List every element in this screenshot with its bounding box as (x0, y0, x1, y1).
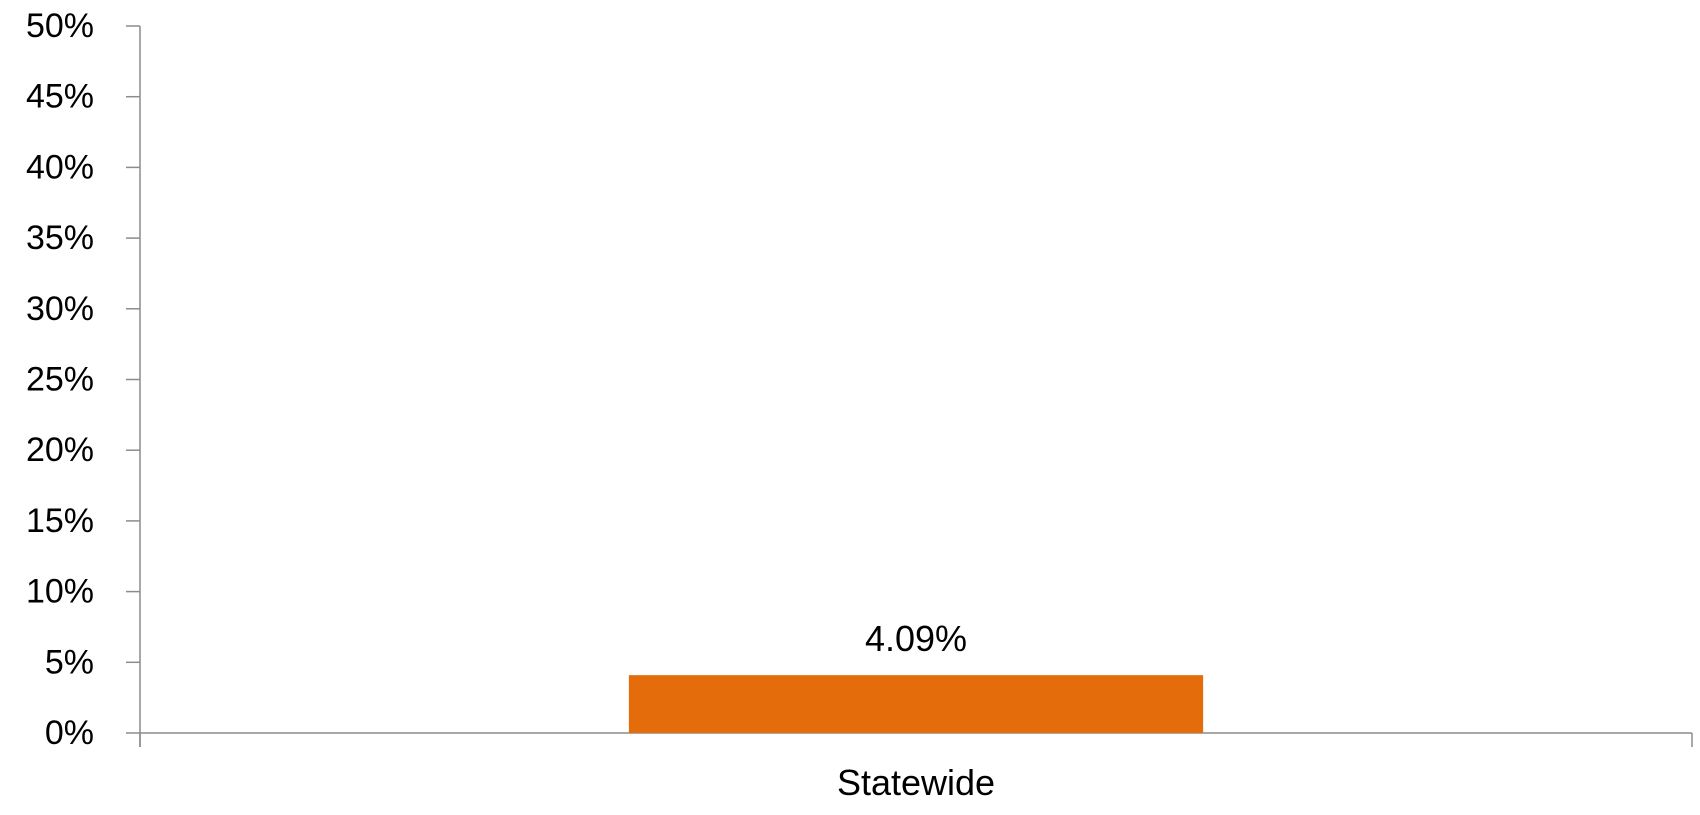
y-tick-label: 35% (26, 219, 94, 257)
bar (629, 675, 1203, 733)
y-tick-label: 45% (26, 78, 94, 116)
y-tick-label: 30% (26, 290, 94, 328)
bars (629, 675, 1203, 733)
data-labels: 4.09% (865, 618, 967, 659)
y-tick-label: 40% (26, 148, 94, 186)
x-category-label: Statewide (837, 762, 995, 803)
y-tick-label: 15% (26, 502, 94, 540)
bar-data-label: 4.09% (865, 618, 967, 659)
y-tick-label: 20% (26, 431, 94, 469)
y-tick-label: 5% (45, 643, 94, 681)
y-tick-label: 25% (26, 361, 94, 399)
y-tick-label: 10% (26, 573, 94, 611)
x-axis: Statewide (140, 733, 1692, 803)
y-axis: 0% 5% 10% 15% 20% 25% 30% 35% 40% 45% 50% (26, 7, 140, 752)
y-tick-label: 50% (26, 7, 94, 45)
y-tick-label: 0% (45, 714, 94, 752)
